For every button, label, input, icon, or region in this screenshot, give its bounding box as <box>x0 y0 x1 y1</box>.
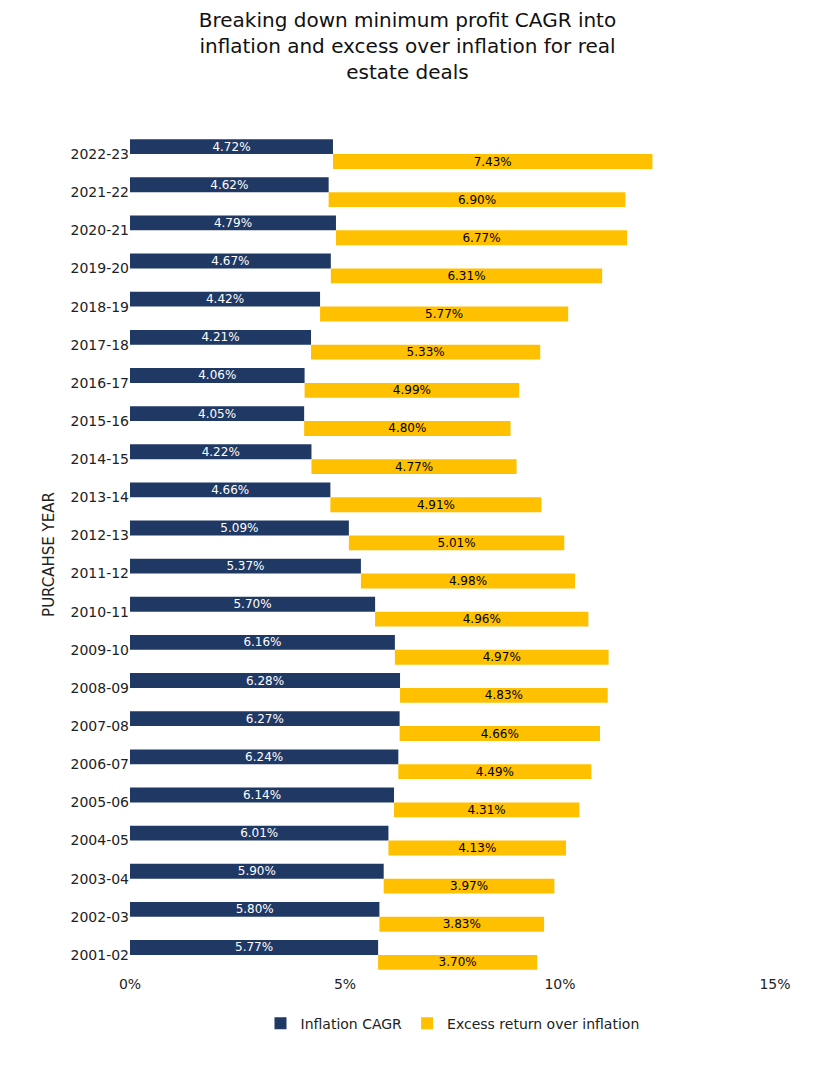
svg-text:3.83%: 3.83% <box>443 917 481 931</box>
svg-text:4.99%: 4.99% <box>393 383 431 397</box>
svg-text:5.70%: 5.70% <box>233 597 271 611</box>
svg-text:6.77%: 6.77% <box>462 231 500 245</box>
svg-text:0%: 0% <box>119 976 141 992</box>
svg-text:PURCAHSE YEAR: PURCAHSE YEAR <box>40 492 58 617</box>
svg-text:2006-07: 2006-07 <box>71 756 130 772</box>
svg-text:4.66%: 4.66% <box>481 727 519 741</box>
svg-text:4.83%: 4.83% <box>485 688 523 702</box>
svg-text:5.01%: 5.01% <box>438 536 476 550</box>
svg-text:6.28%: 6.28% <box>246 674 284 688</box>
svg-text:5.77%: 5.77% <box>425 307 463 321</box>
svg-text:2022-23: 2022-23 <box>71 146 130 162</box>
svg-text:4.13%: 4.13% <box>458 841 496 855</box>
svg-text:2018-19: 2018-19 <box>71 299 130 315</box>
svg-text:2021-22: 2021-22 <box>71 184 130 200</box>
svg-text:Breaking down minimum profit C: Breaking down minimum profit CAGR intoin… <box>199 8 616 84</box>
svg-text:2014-15: 2014-15 <box>71 451 130 467</box>
svg-text:2012-13: 2012-13 <box>71 527 130 543</box>
svg-text:Inflation CAGR: Inflation CAGR <box>301 1016 403 1032</box>
svg-text:4.91%: 4.91% <box>417 498 455 512</box>
svg-text:4.21%: 4.21% <box>201 330 239 344</box>
svg-text:4.49%: 4.49% <box>476 765 514 779</box>
svg-text:7.43%: 7.43% <box>474 155 512 169</box>
svg-text:2003-04: 2003-04 <box>71 871 130 887</box>
svg-text:3.70%: 3.70% <box>439 955 477 969</box>
svg-text:2020-21: 2020-21 <box>71 222 130 238</box>
svg-text:4.62%: 4.62% <box>210 178 248 192</box>
svg-text:10%: 10% <box>544 976 575 992</box>
svg-text:2001-02: 2001-02 <box>71 947 130 963</box>
svg-text:5.77%: 5.77% <box>235 940 273 954</box>
svg-text:4.79%: 4.79% <box>214 216 252 230</box>
svg-text:2007-08: 2007-08 <box>71 718 130 734</box>
svg-text:4.96%: 4.96% <box>463 612 501 626</box>
svg-text:2011-12: 2011-12 <box>71 565 130 581</box>
svg-text:4.42%: 4.42% <box>206 292 244 306</box>
svg-text:5.37%: 5.37% <box>226 559 264 573</box>
svg-text:4.80%: 4.80% <box>388 421 426 435</box>
svg-text:2013-14: 2013-14 <box>71 489 130 505</box>
svg-text:15%: 15% <box>759 976 790 992</box>
svg-text:6.14%: 6.14% <box>243 788 281 802</box>
svg-text:4.22%: 4.22% <box>202 445 240 459</box>
svg-text:5%: 5% <box>334 976 356 992</box>
svg-text:2015-16: 2015-16 <box>71 413 130 429</box>
svg-text:5.90%: 5.90% <box>238 864 276 878</box>
svg-text:2010-11: 2010-11 <box>71 604 130 620</box>
svg-text:2019-20: 2019-20 <box>71 260 130 276</box>
svg-text:4.66%: 4.66% <box>211 483 249 497</box>
svg-text:6.27%: 6.27% <box>246 712 284 726</box>
svg-text:5.80%: 5.80% <box>236 902 274 916</box>
svg-text:6.01%: 6.01% <box>240 826 278 840</box>
svg-text:4.31%: 4.31% <box>468 803 506 817</box>
svg-text:6.90%: 6.90% <box>458 193 496 207</box>
svg-text:2016-17: 2016-17 <box>71 375 130 391</box>
svg-text:2004-05: 2004-05 <box>71 832 130 848</box>
svg-text:5.33%: 5.33% <box>407 345 445 359</box>
svg-text:2008-09: 2008-09 <box>71 680 130 696</box>
svg-text:4.97%: 4.97% <box>483 650 521 664</box>
svg-text:2017-18: 2017-18 <box>71 337 130 353</box>
svg-text:3.97%: 3.97% <box>450 879 488 893</box>
svg-text:2009-10: 2009-10 <box>71 642 130 658</box>
svg-text:2002-03: 2002-03 <box>71 909 130 925</box>
svg-text:6.31%: 6.31% <box>447 269 485 283</box>
svg-text:6.24%: 6.24% <box>245 750 283 764</box>
svg-text:4.06%: 4.06% <box>198 368 236 382</box>
svg-text:4.77%: 4.77% <box>395 460 433 474</box>
svg-text:4.05%: 4.05% <box>198 407 236 421</box>
svg-text:6.16%: 6.16% <box>243 635 281 649</box>
svg-text:5.09%: 5.09% <box>220 521 258 535</box>
svg-text:Excess return over inflation: Excess return over inflation <box>447 1016 639 1032</box>
svg-text:4.72%: 4.72% <box>212 140 250 154</box>
svg-text:2005-06: 2005-06 <box>71 794 130 810</box>
svg-text:4.98%: 4.98% <box>449 574 487 588</box>
svg-text:4.67%: 4.67% <box>211 254 249 268</box>
